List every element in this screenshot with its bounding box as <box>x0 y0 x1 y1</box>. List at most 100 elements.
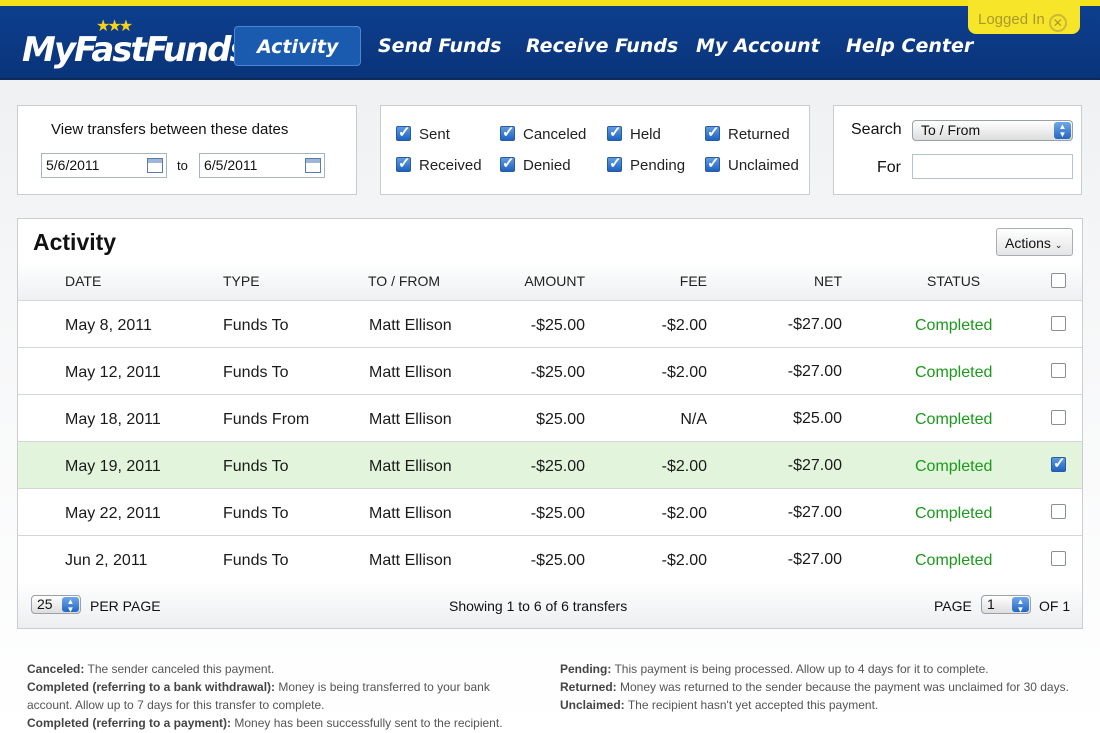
cell-to-from[interactable]: Matt Ellison <box>369 364 452 381</box>
filter-checkbox[interactable] <box>705 154 720 172</box>
status-badge: Completed <box>915 505 993 522</box>
filter-checkbox[interactable] <box>705 123 720 141</box>
cell-amount: -$25.00 <box>530 458 585 475</box>
to-label: to <box>177 158 188 173</box>
from-date-value: 5/6/2011 <box>46 157 100 173</box>
col-amount[interactable]: AMOUNT <box>524 273 585 289</box>
cell-type: Funds To <box>223 458 289 475</box>
legend-text: Money was returned to the sender because… <box>620 680 1069 694</box>
nav-receive-funds[interactable]: Receive Funds <box>526 35 679 57</box>
status-badge: Completed <box>915 458 993 475</box>
row-checkbox[interactable] <box>1051 551 1066 566</box>
filter-returned[interactable]: Returned <box>705 123 790 143</box>
filter-label: Unclaimed <box>728 157 799 174</box>
filter-label: Denied <box>523 157 571 174</box>
filter-checkbox[interactable] <box>607 123 622 141</box>
search-input[interactable] <box>912 154 1073 179</box>
filter-sent[interactable]: Sent <box>396 123 450 143</box>
filter-label: Received <box>419 157 482 174</box>
row-checkbox[interactable] <box>1051 504 1066 519</box>
stars-icon: ★★★ <box>96 18 133 35</box>
select-arrows-icon: ▲ ▼ <box>1012 597 1029 614</box>
cell-amount: -$25.00 <box>530 364 585 381</box>
legend-text: The sender canceled this payment. <box>87 662 275 676</box>
cell-net: -$27.00 <box>787 504 842 521</box>
col-date[interactable]: DATE <box>65 273 102 289</box>
filter-checkbox[interactable] <box>396 154 411 172</box>
cell-to-from[interactable]: Matt Ellison <box>369 458 452 475</box>
nav-activity[interactable]: Activity <box>234 26 362 66</box>
cell-amount: -$25.00 <box>530 317 585 334</box>
filter-canceled[interactable]: Canceled <box>500 123 586 143</box>
close-icon[interactable]: ✕ <box>1048 14 1067 32</box>
legend-text: Money is being transferred to your bank … <box>27 680 490 712</box>
select-arrows-icon: ▲ ▼ <box>62 597 79 614</box>
table-row[interactable]: May 18, 2011 Funds From Matt Ellison $25… <box>18 395 1082 442</box>
cell-net: -$27.00 <box>787 551 842 568</box>
filter-label: Sent <box>419 126 450 143</box>
cell-type: Funds To <box>223 552 289 569</box>
filter-checkbox[interactable] <box>607 154 622 172</box>
nav-send-funds[interactable]: Send Funds <box>378 35 502 57</box>
cell-amount: -$25.00 <box>530 505 585 522</box>
search-field-select[interactable]: To / From ▲ ▼ <box>912 120 1073 141</box>
filter-unclaimed[interactable]: Unclaimed <box>705 154 799 174</box>
col-type[interactable]: TYPE <box>223 273 260 289</box>
table-row[interactable]: May 8, 2011 Funds To Matt Ellison -$25.0… <box>18 301 1082 348</box>
row-checkbox[interactable] <box>1051 454 1066 472</box>
table-row[interactable]: May 22, 2011 Funds To Matt Ellison -$25.… <box>18 489 1082 536</box>
row-checkbox[interactable] <box>1051 316 1066 331</box>
nav-help-center[interactable]: Help Center <box>846 35 974 57</box>
page-total: OF 1 <box>1039 598 1071 614</box>
actions-button[interactable]: Actions ⌄ <box>996 228 1073 256</box>
nav-my-account[interactable]: My Account <box>696 35 820 57</box>
legend-term: Returned: <box>560 680 617 694</box>
chevron-down-icon: ⌄ <box>1054 240 1063 250</box>
search-label: Search <box>851 121 902 138</box>
cell-amount: -$25.00 <box>530 552 585 569</box>
table-row[interactable]: May 12, 2011 Funds To Matt Ellison -$25.… <box>18 348 1082 395</box>
calendar-icon[interactable] <box>305 158 321 173</box>
date-range-box: View transfers between these dates 5/6/2… <box>17 105 357 195</box>
legend-term: Unclaimed: <box>560 698 625 712</box>
filter-received[interactable]: Received <box>396 154 482 174</box>
cell-fee: -$2.00 <box>661 552 707 569</box>
col-status[interactable]: STATUS <box>927 273 981 289</box>
logo[interactable]: MyFastFunds <box>22 30 250 70</box>
cell-date: May 8, 2011 <box>65 317 152 334</box>
table-row[interactable]: Jun 2, 2011 Funds To Matt Ellison -$25.0… <box>18 536 1082 583</box>
header: ★★★ MyFastFunds Activity Send Funds Rece… <box>0 0 1100 80</box>
col-fee[interactable]: FEE <box>679 273 707 289</box>
search-box: Search To / From ▲ ▼ For <box>833 105 1082 195</box>
to-date-input[interactable]: 6/5/2011 <box>199 153 325 178</box>
filter-held[interactable]: Held <box>607 123 661 143</box>
page-title: Activity <box>33 229 117 255</box>
cell-to-from[interactable]: Matt Ellison <box>369 552 452 569</box>
cell-to-from[interactable]: Matt Ellison <box>369 505 452 522</box>
status-legend-right: Pending: This payment is being processed… <box>560 660 1070 714</box>
cell-fee: -$2.00 <box>661 364 707 381</box>
cell-to-from[interactable]: Matt Ellison <box>369 317 452 334</box>
per-page-select[interactable]: 25 ▲ ▼ <box>31 595 81 614</box>
from-date-input[interactable]: 5/6/2011 <box>41 153 167 178</box>
col-net[interactable]: NET <box>814 273 842 289</box>
col-to-from[interactable]: TO / FROM <box>368 273 441 289</box>
calendar-icon[interactable] <box>147 158 163 173</box>
filter-label: Held <box>630 126 661 143</box>
filter-pending[interactable]: Pending <box>607 154 685 174</box>
page-label: PAGE <box>934 598 972 614</box>
table-row[interactable]: May 19, 2011 Funds To Matt Ellison -$25.… <box>18 442 1082 489</box>
row-checkbox[interactable] <box>1051 363 1066 378</box>
select-all-checkbox[interactable] <box>1051 273 1066 288</box>
per-page-value: 25 <box>37 596 53 612</box>
cell-type: Funds To <box>223 317 289 334</box>
filter-denied[interactable]: Denied <box>500 154 571 174</box>
page-select[interactable]: 1 ▲ ▼ <box>981 595 1031 614</box>
filter-checkbox[interactable] <box>500 123 515 141</box>
row-checkbox[interactable] <box>1051 410 1066 425</box>
filter-checkbox[interactable] <box>500 154 515 172</box>
legend-term: Completed (referring to a bank withdrawa… <box>27 680 276 694</box>
filter-checkbox[interactable] <box>396 123 411 141</box>
filter-label: Returned <box>728 126 790 143</box>
cell-to-from[interactable]: Matt Ellison <box>369 411 452 428</box>
